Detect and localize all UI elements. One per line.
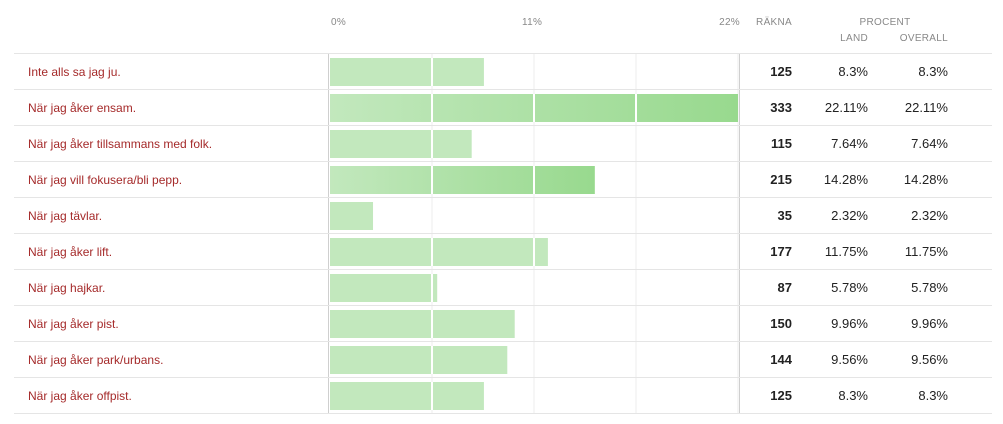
- row-separator: [14, 341, 992, 342]
- row-separator: [14, 89, 992, 90]
- category-label: När jag hajkar.: [28, 281, 106, 295]
- row-separator: [14, 197, 992, 198]
- category-label: Inte alls sa jag ju.: [28, 65, 121, 79]
- bar: [330, 202, 374, 230]
- percent-land-value: 11.75%: [824, 244, 868, 259]
- percent-land-value: 9.96%: [831, 316, 868, 331]
- percent-land-value: 8.3%: [838, 388, 868, 403]
- percent-header: PROCENT: [859, 17, 911, 28]
- bar: [330, 130, 472, 158]
- row-separator: [14, 269, 992, 270]
- category-label: När jag åker ensam.: [28, 101, 137, 115]
- row-separator: [14, 413, 992, 414]
- bar: [330, 310, 515, 338]
- count-value: 125: [770, 64, 792, 79]
- category-label: När jag åker offpist.: [28, 389, 132, 403]
- category-label: När jag vill fokusera/bli pepp.: [28, 173, 183, 187]
- x-tick-0: 0%: [331, 17, 347, 28]
- row-separator: [14, 377, 992, 378]
- row-separator: [14, 161, 992, 162]
- percent-overall-value: 8.3%: [918, 64, 948, 79]
- category-label: När jag tävlar.: [28, 209, 103, 223]
- count-value: 333: [770, 100, 792, 115]
- x-tick-1: 11%: [522, 17, 543, 28]
- bar: [330, 274, 438, 302]
- percent-land-value: 5.78%: [831, 280, 868, 295]
- count-value: 125: [770, 388, 792, 403]
- bar: [330, 166, 595, 194]
- row-separator: [14, 233, 992, 234]
- row-separator: [14, 305, 992, 306]
- percent-land-value: 7.64%: [831, 136, 868, 151]
- percent-land-value: 2.32%: [831, 208, 868, 223]
- bar: [330, 58, 484, 86]
- percent-overall-value: 2.32%: [911, 208, 948, 223]
- count-value: 177: [770, 244, 792, 259]
- category-label: När jag åker pist.: [28, 317, 119, 331]
- count-value: 87: [777, 280, 792, 295]
- x-tick-2: 22%: [719, 17, 740, 28]
- row-separator: [14, 53, 992, 54]
- percent-overall-value: 9.56%: [911, 352, 948, 367]
- percent-overall-value: 14.28%: [903, 172, 948, 187]
- percent-overall-value: 11.75%: [904, 244, 948, 259]
- percent-overall-value: 9.96%: [911, 316, 948, 331]
- row-separator: [14, 125, 992, 126]
- percent-land-value: 8.3%: [838, 64, 868, 79]
- category-label: När jag åker park/urbans.: [28, 353, 164, 367]
- percent-land-header: LAND: [840, 33, 868, 44]
- bar: [330, 238, 548, 266]
- percent-overall-value: 5.78%: [911, 280, 948, 295]
- bar: [330, 382, 484, 410]
- percent-land-value: 9.56%: [831, 352, 868, 367]
- count-value: 144: [770, 352, 792, 367]
- count-value: 150: [770, 316, 792, 331]
- bar: [330, 346, 508, 374]
- category-label: När jag åker lift.: [28, 245, 113, 259]
- percent-overall-value: 8.3%: [918, 388, 948, 403]
- category-label: När jag åker tillsammans med folk.: [28, 137, 213, 151]
- count-header: RÄKNA: [756, 17, 792, 28]
- count-value: 35: [777, 208, 792, 223]
- percent-land-value: 22.11%: [824, 100, 868, 115]
- percent-overall-value: 7.64%: [911, 136, 948, 151]
- count-value: 215: [770, 172, 792, 187]
- count-value: 115: [771, 136, 792, 151]
- percent-land-value: 14.28%: [823, 172, 868, 187]
- percent-overall-header: OVERALL: [899, 33, 948, 44]
- percent-overall-value: 22.11%: [904, 100, 948, 115]
